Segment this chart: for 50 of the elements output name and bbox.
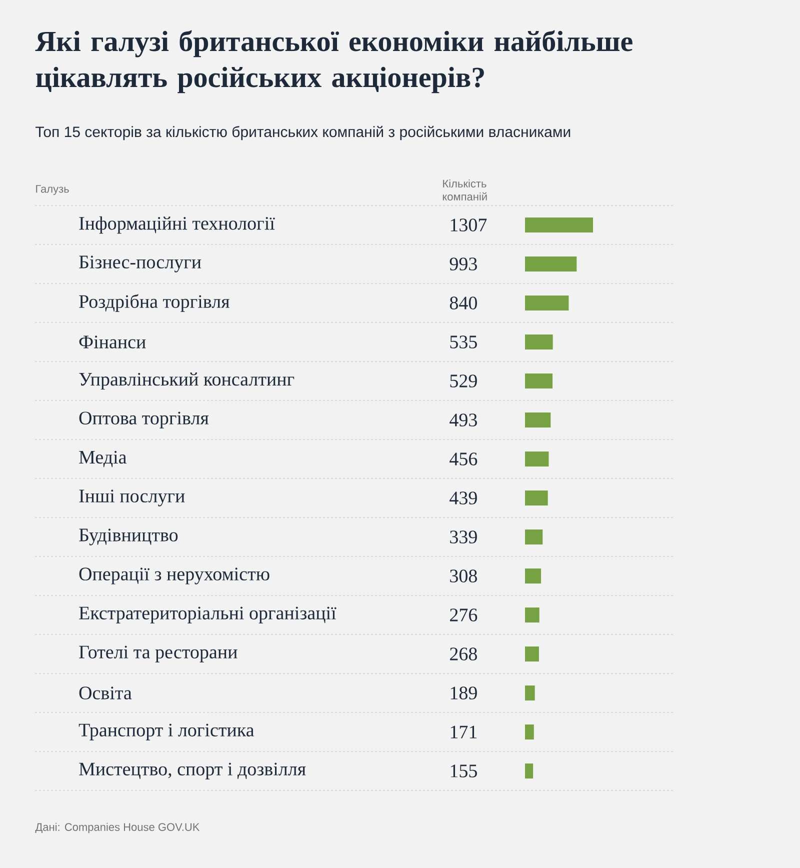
y-tick-label: Інформаційні технології: [79, 216, 275, 234]
data-label: 276: [450, 608, 478, 622]
bar: [525, 530, 543, 545]
bar: [525, 256, 577, 272]
y-tick-label: Операції з нерухомістю: [79, 568, 270, 584]
y-tick-label: Управлінський консалтинг: [79, 372, 294, 390]
data-label: 1307: [450, 218, 487, 232]
bar: [525, 334, 553, 350]
bar: [525, 608, 540, 623]
bar: [525, 686, 535, 700]
y-axis-title: Галузь: [36, 185, 69, 195]
bar: [525, 568, 542, 584]
y-tick-label: Готелі та ресторани: [79, 646, 238, 662]
data-label: 993: [450, 258, 477, 270]
data-label: 268: [450, 648, 477, 660]
y-tick-label: Оптова торгівля: [79, 412, 209, 428]
y-tick-label: Роздрібна торгівля: [79, 294, 230, 312]
data-label: 308: [450, 570, 477, 582]
y-tick-label: Транспорт і логістика: [78, 724, 254, 740]
y-tick-label: Медіа: [79, 450, 126, 468]
bar: [525, 412, 551, 428]
data-label: 189: [450, 686, 477, 700]
y-tick-label: Освіта: [79, 686, 132, 700]
bar: [525, 218, 593, 233]
y-tick-label: Будівництво: [79, 528, 178, 546]
bar: [525, 374, 553, 389]
data-label: 529: [450, 374, 477, 388]
y-tick-label: Мистецтво, спорт і дозвілля: [79, 762, 306, 780]
bar: [525, 452, 549, 467]
bar: [525, 724, 534, 740]
text: Дані: Companies House GOV.UK: [35, 822, 200, 834]
data-label: 171: [450, 726, 477, 738]
data-label: 493: [450, 414, 477, 426]
bar: [525, 646, 539, 662]
y-tick-label: Інші послуги: [79, 490, 185, 506]
x-axis-title: Кількість компаній: [442, 179, 487, 201]
data-label: 456: [450, 452, 478, 466]
bar: [525, 490, 548, 506]
y-tick-label: Фінанси: [79, 336, 146, 348]
data-label: 535: [450, 336, 477, 348]
y-tick-label: Екстратериторіальні організації: [79, 606, 336, 624]
text: Топ 15 секторів за кількістю британських компаній з російськими власниками: [36, 126, 570, 140]
data-label: 339: [450, 530, 477, 544]
data-label: 439: [450, 492, 477, 504]
chart-title: Які галузі британської економіки найбільше цікавлять російських акціонерів?: [35, 30, 632, 94]
data-label: 155: [450, 764, 477, 778]
bar: [525, 764, 534, 778]
data-label: 840: [450, 296, 477, 310]
bar: [525, 296, 569, 311]
y-tick-label: Бізнес-послуги: [79, 256, 202, 272]
